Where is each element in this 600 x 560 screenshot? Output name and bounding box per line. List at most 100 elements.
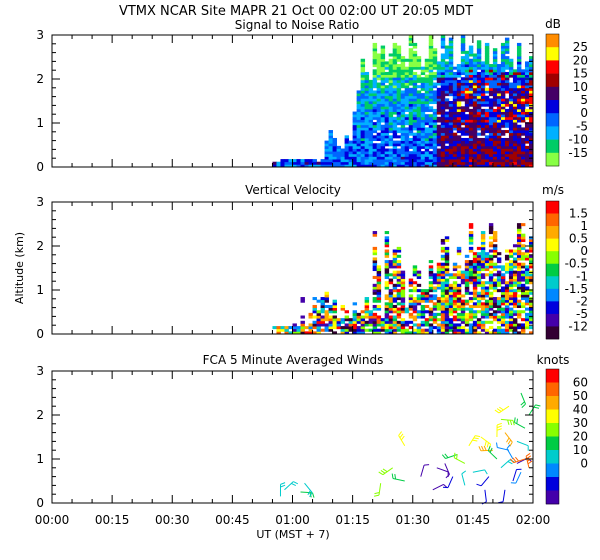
snr-cell	[424, 156, 430, 160]
vv-cell	[376, 291, 382, 295]
snr-cell	[516, 108, 522, 112]
vv-cell	[360, 331, 366, 335]
snr-cell	[528, 114, 534, 118]
snr-cell	[424, 106, 430, 110]
vv-cell	[508, 312, 514, 316]
snr-cell	[388, 64, 394, 68]
snr-cell	[520, 69, 526, 73]
snr-cell	[472, 159, 478, 163]
snr-cell	[516, 50, 522, 54]
snr-cell	[444, 71, 450, 75]
snr-cell	[500, 56, 506, 60]
vv-cell	[444, 297, 450, 301]
snr-cell	[476, 71, 482, 75]
snr-cell	[436, 127, 442, 131]
snr-cell	[472, 77, 478, 81]
snr-cell	[332, 161, 337, 165]
snr-cell	[440, 153, 446, 157]
wind-barb	[496, 442, 510, 451]
vv-cell	[420, 323, 426, 327]
snr-cell	[356, 130, 362, 134]
vv-cell	[448, 297, 454, 301]
vv-cell	[492, 281, 498, 285]
vv-cell	[444, 307, 450, 311]
snr-cell	[356, 148, 362, 152]
snr-cell	[496, 77, 502, 81]
snr-cell	[440, 127, 446, 131]
snr-cell	[336, 151, 341, 155]
snr-cell	[452, 93, 458, 97]
snr-cell	[328, 137, 333, 141]
vv-cell	[480, 231, 486, 235]
snr-cell	[468, 116, 474, 120]
snr-cell	[400, 164, 406, 168]
vv-cell	[444, 291, 450, 295]
vv-cell	[480, 281, 486, 285]
vv-cell	[416, 270, 422, 274]
vv-cell	[520, 252, 526, 256]
vv-cell	[468, 249, 474, 253]
snr-cell	[472, 143, 478, 147]
vv-cell	[468, 273, 474, 277]
wind-barb	[279, 482, 286, 497]
snr-cell	[400, 106, 406, 110]
wind-barb	[373, 483, 382, 497]
vv-cell	[444, 278, 450, 282]
snr-cell	[384, 103, 390, 107]
vv-cell	[500, 281, 506, 285]
snr-cell	[488, 148, 494, 152]
snr-cell	[372, 82, 378, 86]
snr-cell	[488, 69, 494, 73]
snr-cell	[364, 79, 370, 83]
snr-cell	[500, 161, 506, 165]
snr-cell	[448, 116, 454, 120]
vv-cell	[376, 270, 382, 274]
vv-cell	[476, 262, 482, 266]
snr-cell	[480, 74, 486, 78]
snr-cell	[380, 143, 386, 147]
snr-cell	[328, 153, 333, 157]
vv-cell	[420, 312, 426, 316]
snr-cell	[460, 37, 466, 41]
snr-cell	[380, 90, 386, 94]
snr-cell	[448, 77, 454, 81]
vv-cell	[524, 249, 530, 253]
vv-cell	[384, 236, 390, 240]
colorbar-swatch	[546, 490, 559, 505]
vv-cell	[516, 302, 522, 306]
snr-cell	[464, 53, 470, 57]
vv-cell	[396, 315, 402, 319]
vv-cell	[508, 320, 514, 324]
vv-cell	[412, 281, 418, 285]
vv-cell	[300, 326, 305, 330]
snr-cell	[424, 159, 430, 163]
snr-cell	[508, 71, 514, 75]
vv-cell	[412, 299, 418, 303]
vv-cell	[324, 304, 329, 308]
snr-cell	[396, 140, 402, 144]
snr-cell	[416, 159, 422, 163]
vv-cell	[452, 262, 458, 266]
vv-cell	[392, 265, 398, 269]
snr-cell	[448, 145, 454, 149]
snr-cell	[424, 101, 430, 105]
snr-cell	[492, 103, 498, 107]
snr-cell	[404, 95, 410, 99]
snr-cell	[500, 124, 506, 128]
snr-cell	[384, 111, 390, 115]
snr-cell	[504, 122, 510, 126]
vv-cell	[356, 331, 362, 335]
snr-cell	[436, 108, 442, 112]
snr-cell	[380, 98, 386, 102]
vv-cell	[488, 320, 494, 324]
vv-cell	[384, 307, 390, 311]
snr-cell	[508, 132, 514, 136]
vv-cell	[500, 310, 506, 314]
snr-cell	[388, 93, 394, 97]
snr-cell	[380, 153, 386, 157]
snr-cell	[436, 143, 442, 147]
snr-cell	[352, 164, 358, 168]
snr-cell	[500, 77, 506, 81]
snr-cell	[348, 159, 354, 163]
colorbar-label: -2	[576, 294, 588, 308]
